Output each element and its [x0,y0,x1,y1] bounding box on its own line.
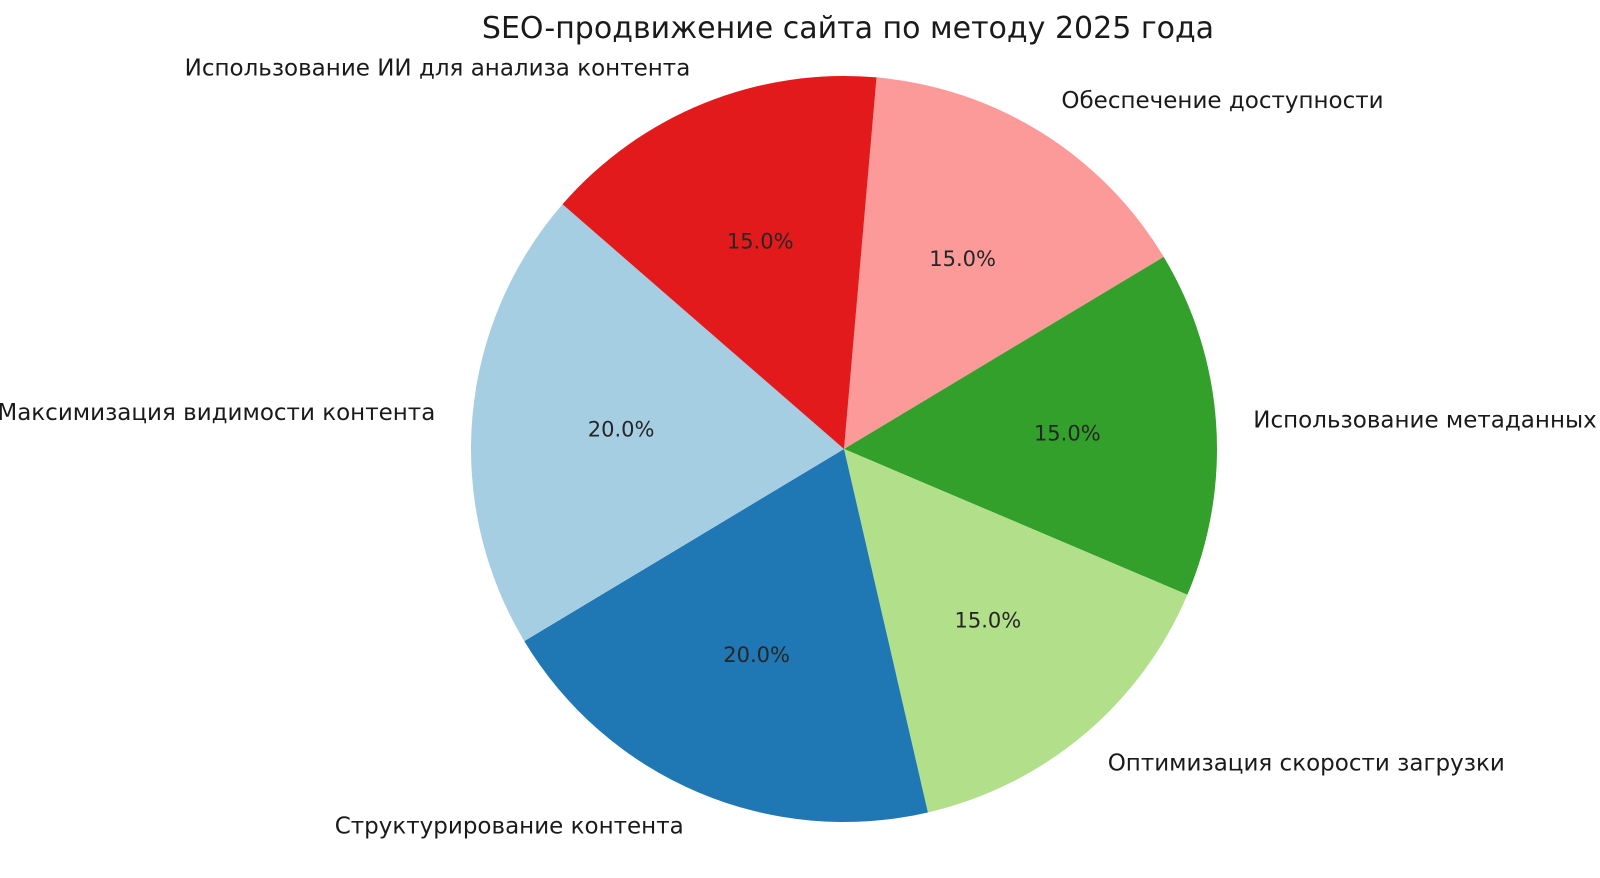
slice-label-4: Максимизация видимости контента [0,400,435,426]
slice-label-1: Использование метаданных [1253,407,1596,433]
percent-label-0: 15.0% [929,247,996,271]
chart-title: SEO-продвижение сайта по методу 2025 год… [482,11,1214,46]
percent-label-4: 20.0% [588,418,655,442]
category-labels: Обеспечение доступности Использование мет… [0,56,1597,840]
pie-slice-5 [562,76,877,449]
pie-slice-3 [524,449,928,822]
percent-label-2: 15.0% [955,608,1022,632]
slice-label-3: Структурирование контента [335,814,684,840]
pie-slice-2 [844,449,1188,813]
slice-label-5: Использование ИИ для анализа контента [185,56,691,82]
pie-wedges [471,76,1217,822]
pie-slice-4 [471,204,844,642]
percent-label-5: 15.0% [727,230,794,254]
percent-label-3: 20.0% [723,643,790,667]
percent-label-1: 15.0% [1034,421,1101,445]
slice-label-2: Оптимизация скорости загрузки [1108,750,1505,776]
slice-label-0: Обеспечение доступности [1061,88,1383,114]
pie-slice-1 [844,256,1217,595]
pie-slice-0 [844,77,1164,450]
percent-labels: 15.0% 15.0% 15.0% 20.0% 20.0% 15.0% [588,230,1101,668]
